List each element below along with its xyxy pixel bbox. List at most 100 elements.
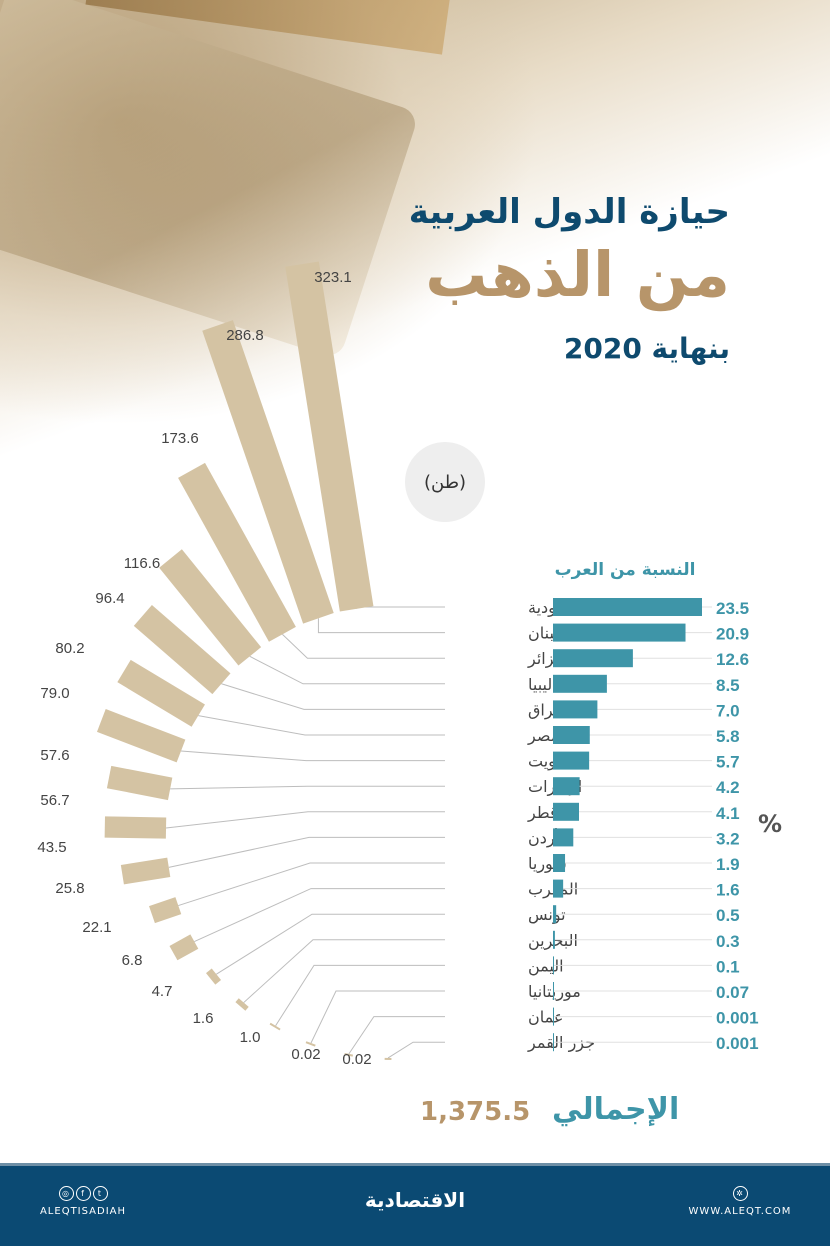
percent-bar	[553, 802, 579, 821]
radial-bar	[285, 261, 374, 612]
percent-value-label: 0.5	[716, 906, 740, 925]
percent-bar	[553, 700, 598, 719]
country-label: جزر القمر	[527, 1033, 595, 1053]
country-label: موريتانيا	[528, 982, 581, 1002]
radial-bar	[117, 659, 205, 727]
footer: ◎ f t ALEQTISADIAH الاقتصادية ✲ WWW.ALEQT.…	[0, 1163, 830, 1246]
percent-unit: %	[758, 810, 783, 838]
radial-bar	[202, 320, 334, 624]
radial-bar	[344, 1053, 354, 1057]
radial-value-label: 56.7	[40, 792, 69, 809]
leader-line	[221, 683, 445, 710]
percent-value-label: 4.1	[716, 804, 740, 823]
percent-value-label: 1.6	[716, 881, 740, 900]
percent-value-label: 5.7	[716, 753, 740, 772]
twitter-icon[interactable]: t	[92, 1186, 108, 1201]
percent-bar	[553, 623, 686, 642]
percent-bar	[553, 879, 564, 898]
instagram-icon[interactable]: ◎	[58, 1186, 74, 1201]
radial-bar	[133, 605, 231, 695]
title-line1: حيازة الدول العربية	[408, 192, 730, 232]
gold-bars-background	[0, 0, 830, 460]
leader-line	[356, 606, 445, 609]
radial-bar	[149, 897, 182, 924]
radial-bar	[178, 462, 296, 642]
radial-value-label: 1.6	[193, 1010, 214, 1027]
radial-value-label: 0.02	[342, 1051, 371, 1068]
radial-value-label: 43.5	[37, 839, 66, 856]
country-label: ليبيا	[528, 675, 552, 694]
percent-value-label: 4.2	[716, 778, 740, 797]
social-handle[interactable]: ALEQTISADIAH	[39, 1206, 127, 1217]
country-label: قطر	[527, 803, 558, 823]
radial-bar	[269, 1022, 281, 1031]
percent-value-label: 0.3	[716, 932, 740, 951]
percent-value-label: 1.9	[716, 855, 740, 874]
radial-bar	[235, 998, 249, 1011]
radial-bar	[384, 1057, 392, 1061]
leader-line	[198, 715, 445, 736]
percent-value-label: 0.001	[716, 1034, 759, 1053]
percent-value-label: 12.6	[716, 650, 749, 669]
leader-line	[348, 1016, 445, 1055]
country-label: اليمن	[528, 956, 564, 976]
radial-value-label: 0.02	[291, 1046, 320, 1063]
leader-line	[165, 811, 445, 829]
radial-bar	[206, 968, 222, 985]
percent-bar	[553, 598, 702, 616]
leader-line	[282, 633, 445, 659]
percent-bar	[553, 930, 555, 949]
percent-value-label: 0.1	[716, 957, 740, 976]
leader-line	[249, 655, 445, 685]
percent-bar	[553, 649, 633, 668]
radial-bar	[96, 709, 186, 763]
radial-value-label: 22.1	[82, 919, 111, 936]
percent-bar	[553, 854, 566, 872]
radial-bar	[106, 765, 173, 801]
leader-line	[317, 618, 445, 634]
percent-value-label: 0.07	[716, 983, 749, 1002]
percent-bar	[553, 674, 607, 693]
facebook-icon[interactable]: f	[75, 1186, 91, 1201]
radial-value-label: 96.4	[95, 590, 124, 607]
percent-value-label: 5.8	[716, 727, 740, 746]
percent-bar	[553, 1007, 554, 1026]
percent-bar	[553, 1033, 554, 1052]
radial-bar	[104, 816, 167, 839]
social-block: ◎ f t ALEQTISADIAH	[28, 1186, 138, 1217]
radial-value-label: 79.0	[40, 685, 69, 702]
percent-value-label: 8.5	[716, 676, 740, 695]
total-value: 1,375.5	[420, 1097, 531, 1127]
radial-value-label: 57.6	[40, 747, 69, 764]
leader-line	[216, 913, 445, 975]
radial-value-label: 25.8	[55, 880, 84, 897]
percent-bar	[553, 905, 557, 924]
leader-line	[168, 836, 445, 868]
radial-value-label: 173.6	[161, 430, 199, 447]
percent-bar	[553, 726, 590, 744]
radial-value-label: 4.7	[152, 983, 173, 1000]
leader-line	[243, 939, 445, 1003]
radial-value-label: 286.8	[226, 327, 264, 344]
country-label: مصر	[527, 726, 559, 746]
radial-bar	[169, 934, 199, 961]
title-line2: من الذهب	[425, 238, 730, 311]
country-label: لبنان	[528, 624, 559, 643]
radial-bar	[305, 1041, 316, 1047]
tonnes-unit-badge: (طن)	[405, 442, 485, 522]
percent-value-label: 0.001	[716, 1009, 759, 1028]
brand-logo: الاقتصادية	[364, 1188, 466, 1212]
website-link[interactable]: WWW.ALEQT.COM	[688, 1206, 792, 1217]
radial-value-label: 80.2	[55, 640, 84, 657]
leader-line	[387, 1041, 445, 1059]
country-label: عمان	[528, 1008, 563, 1027]
percent-bar	[553, 982, 554, 1000]
subtitle: بنهاية 2020	[563, 332, 730, 365]
radial-bar	[120, 857, 171, 885]
percent-bar	[553, 777, 580, 796]
percent-value-label: 3.2	[716, 829, 740, 848]
percent-value-label: 20.9	[716, 625, 749, 644]
country-label: تونس	[528, 905, 566, 925]
leader-line	[310, 990, 445, 1044]
